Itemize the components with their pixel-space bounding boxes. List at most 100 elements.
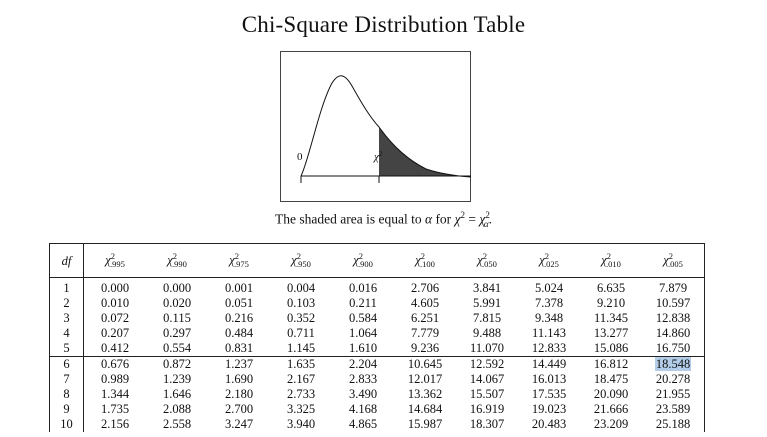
table-cell[interactable]: 15.987 — [407, 417, 443, 431]
table-cell[interactable]: 10.597 — [642, 296, 705, 311]
table-cell[interactable]: 9.348 — [534, 311, 564, 325]
table-cell[interactable]: 1.237 — [224, 357, 254, 371]
table-cell[interactable]: 3.247 — [224, 417, 254, 431]
table-cell[interactable]: 0.584 — [348, 311, 378, 325]
table-cell[interactable]: 17.535 — [531, 387, 567, 401]
table-cell[interactable]: 4.605 — [410, 296, 440, 310]
table-cell[interactable]: 6.251 — [410, 311, 440, 325]
table-cell[interactable]: 12.833 — [518, 341, 580, 357]
table-cell[interactable]: 1.690 — [224, 372, 254, 386]
table-cell[interactable]: 2.180 — [224, 387, 254, 401]
table-cell[interactable]: 20.483 — [531, 417, 567, 431]
table-cell[interactable]: 12.592 — [469, 357, 505, 371]
table-cell[interactable]: 1.239 — [162, 372, 192, 386]
table-cell[interactable]: 0.051 — [224, 296, 254, 310]
table-cell[interactable]: 21.955 — [642, 387, 705, 402]
table-cell[interactable]: 2.088 — [162, 402, 192, 416]
table-cell[interactable]: 18.475 — [593, 372, 629, 386]
table-cell[interactable]: 4.865 — [348, 417, 378, 431]
table-cell[interactable]: 0.103 — [286, 296, 316, 310]
table-cell[interactable]: 13.362 — [407, 387, 443, 401]
table-cell[interactable]: 0.831 — [208, 341, 270, 357]
table-cell[interactable]: 0.554 — [146, 341, 208, 357]
table-cell[interactable]: 4.168 — [348, 402, 378, 416]
table-cell[interactable]: 0.010 — [100, 296, 130, 310]
table-cell[interactable]: 5.024 — [534, 281, 564, 295]
table-cell[interactable]: 2.204 — [348, 357, 378, 371]
table-cell[interactable]: 9.488 — [472, 326, 502, 340]
table-cell[interactable]: 0.211 — [349, 296, 377, 310]
table-cell[interactable]: 2.733 — [286, 387, 316, 401]
table-cell[interactable]: 0.004 — [286, 281, 316, 295]
table-cell[interactable]: 5.991 — [472, 296, 502, 310]
table-cell[interactable]: 20.090 — [593, 387, 629, 401]
table-cell[interactable]: 11.143 — [532, 326, 566, 340]
table-cell[interactable]: 18.548 — [642, 356, 705, 372]
table-cell[interactable]: 2.167 — [286, 372, 316, 386]
table-cell[interactable]: 0.016 — [348, 281, 378, 295]
table-cell[interactable]: 2.558 — [162, 417, 192, 431]
table-cell[interactable]: 7.815 — [472, 311, 502, 325]
table-cell[interactable]: 0.216 — [224, 311, 254, 325]
table-cell[interactable]: 14.860 — [642, 326, 705, 341]
table-cell[interactable]: 10.645 — [407, 357, 443, 371]
table-cell[interactable]: 7.779 — [410, 326, 440, 340]
table-cell[interactable]: 14.449 — [531, 357, 567, 371]
table-cell[interactable]: 0.207 — [100, 326, 130, 340]
table-cell[interactable]: 6.635 — [596, 281, 626, 295]
table-cell[interactable]: 16.919 — [469, 402, 505, 416]
table-cell[interactable]: 7.879 — [642, 277, 705, 296]
table-cell[interactable]: 16.812 — [593, 357, 629, 371]
table-cell[interactable]: 15.507 — [469, 387, 505, 401]
table-cell[interactable]: 16.750 — [642, 341, 705, 357]
table-cell[interactable]: 14.067 — [469, 372, 505, 386]
table-cell[interactable]: 0.872 — [162, 357, 192, 371]
table-cell[interactable]: 11.345 — [594, 311, 628, 325]
table-cell[interactable]: 12.017 — [407, 372, 443, 386]
table-cell[interactable]: 0.115 — [163, 311, 191, 325]
table-cell[interactable]: 3.325 — [286, 402, 316, 416]
table-cell[interactable]: 13.277 — [593, 326, 629, 340]
table-cell[interactable]: 23.589 — [642, 402, 705, 417]
table-cell[interactable]: 0.072 — [100, 311, 130, 325]
table-cell[interactable]: 0.297 — [162, 326, 192, 340]
table-cell[interactable]: 11.070 — [456, 341, 518, 357]
table-cell[interactable]: 21.666 — [593, 402, 629, 416]
table-cell[interactable]: 3.490 — [348, 387, 378, 401]
table-cell[interactable]: 9.210 — [596, 296, 626, 310]
table-cell[interactable]: 0.000 — [162, 281, 192, 295]
table-cell[interactable]: 18.307 — [469, 417, 505, 431]
table-cell[interactable]: 1.735 — [100, 402, 130, 416]
table-cell[interactable]: 1.344 — [100, 387, 130, 401]
table-cell[interactable]: 2.156 — [100, 417, 130, 431]
table-cell[interactable]: 0.020 — [162, 296, 192, 310]
table-cell[interactable]: 1.145 — [270, 341, 332, 357]
table-cell[interactable]: 1.610 — [332, 341, 394, 357]
table-cell[interactable]: 14.684 — [407, 402, 443, 416]
table-cell[interactable]: 12.838 — [642, 311, 705, 326]
table-cell[interactable]: 0.711 — [287, 326, 315, 340]
table-cell[interactable]: 20.278 — [642, 372, 705, 387]
table-cell[interactable]: 0.412 — [83, 341, 146, 357]
table-cell[interactable]: 15.086 — [580, 341, 642, 357]
table-cell[interactable]: 1.635 — [286, 357, 316, 371]
table-cell[interactable]: 23.209 — [593, 417, 629, 431]
table-cell[interactable]: 2.833 — [348, 372, 378, 386]
table-cell[interactable]: 0.989 — [100, 372, 130, 386]
table-cell[interactable]: 0.001 — [224, 281, 254, 295]
table-cell[interactable]: 3.940 — [286, 417, 316, 431]
table-cell[interactable]: 1.064 — [348, 326, 378, 340]
table-cell[interactable]: 25.188 — [642, 417, 705, 432]
table-cell[interactable]: 0.676 — [100, 357, 130, 371]
table-cell[interactable]: 1.646 — [162, 387, 192, 401]
table-cell[interactable]: 3.841 — [472, 281, 502, 295]
table-cell[interactable]: 2.700 — [224, 402, 254, 416]
table-cell[interactable]: 9.236 — [394, 341, 456, 357]
table-cell[interactable]: 0.000 — [100, 281, 130, 295]
table-cell[interactable]: 19.023 — [531, 402, 567, 416]
table-cell[interactable]: 16.013 — [531, 372, 567, 386]
table-cell[interactable]: 2.706 — [410, 281, 440, 295]
table-cell[interactable]: 0.484 — [224, 326, 254, 340]
table-cell[interactable]: 7.378 — [534, 296, 564, 310]
table-cell[interactable]: 0.352 — [286, 311, 316, 325]
